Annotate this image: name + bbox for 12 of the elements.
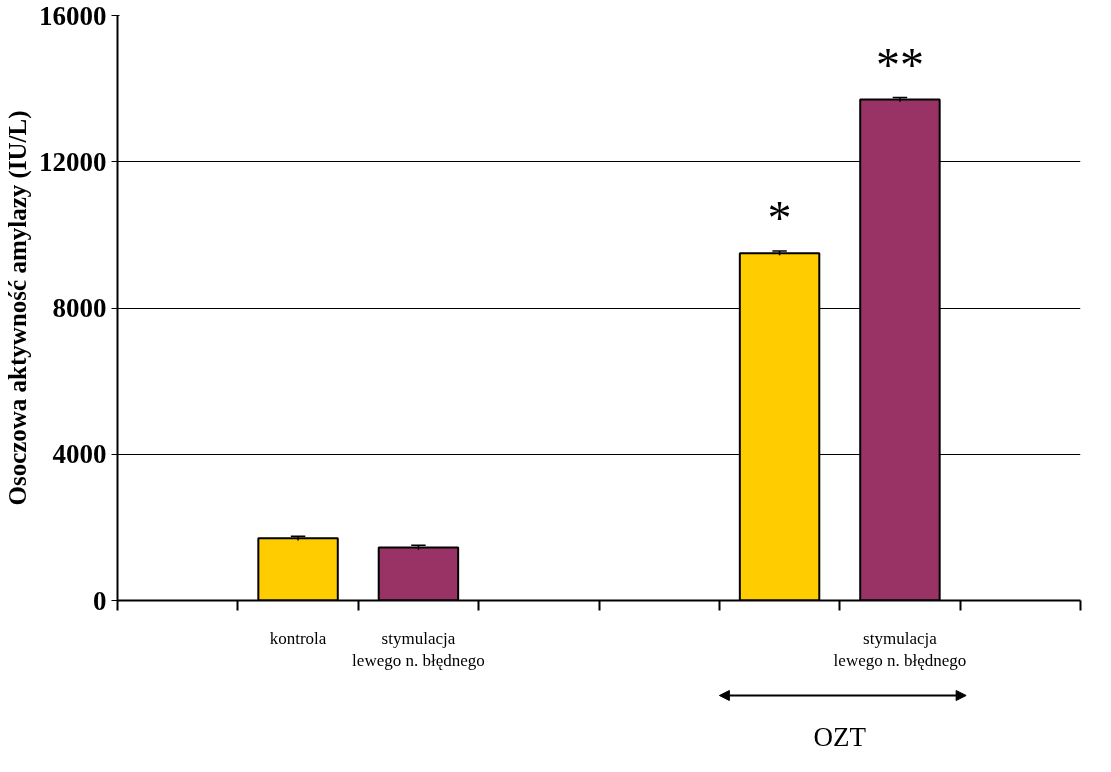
y-tick-label: 0	[93, 585, 107, 616]
y-tick-label: 12000	[39, 146, 107, 177]
y-tick-label: 16000	[39, 0, 107, 31]
y-tick-label: 4000	[52, 439, 107, 470]
annotation: **	[875, 37, 924, 91]
x-tick-label: stymulacja lewego n. błędnego	[352, 628, 485, 671]
annotation: *	[767, 191, 792, 245]
y-tick-label: 8000	[52, 293, 107, 323]
x-tick-label: kontrola	[269, 628, 327, 648]
x-tick-label: stymulacja lewego n. błędnego	[833, 628, 967, 671]
y-axis-title: Osoczowa aktywność amylazy (IU/L)	[4, 110, 32, 506]
text: OZT	[813, 721, 867, 752]
